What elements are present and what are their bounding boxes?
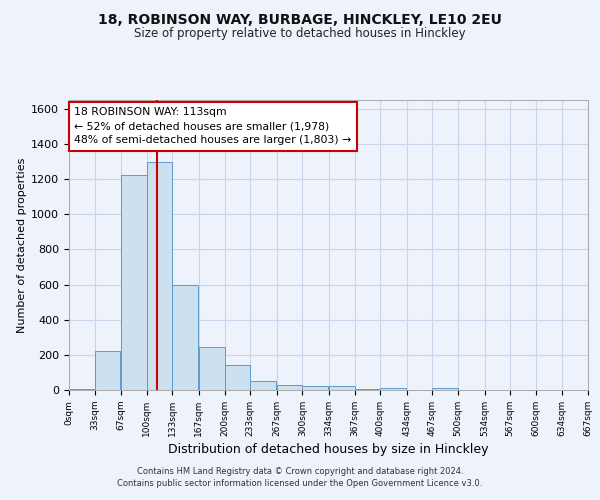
Bar — [302, 386, 328, 390]
Bar — [277, 385, 302, 390]
Text: Size of property relative to detached houses in Hinckley: Size of property relative to detached ho… — [134, 28, 466, 40]
Bar — [224, 366, 250, 390]
X-axis label: Distribution of detached houses by size in Hinckley: Distribution of detached houses by size … — [168, 443, 489, 456]
Text: 18 ROBINSON WAY: 113sqm
← 52% of detached houses are smaller (1,978)
48% of semi: 18 ROBINSON WAY: 113sqm ← 52% of detache… — [74, 108, 352, 146]
Bar — [69, 389, 95, 390]
Bar — [95, 352, 121, 390]
Text: 18, ROBINSON WAY, BURBAGE, HINCKLEY, LE10 2EU: 18, ROBINSON WAY, BURBAGE, HINCKLEY, LE1… — [98, 12, 502, 26]
Y-axis label: Number of detached properties: Number of detached properties — [17, 158, 27, 332]
Bar — [380, 388, 406, 390]
Bar — [433, 388, 458, 390]
Bar — [355, 388, 380, 390]
Bar — [199, 348, 224, 390]
Text: Contains HM Land Registry data © Crown copyright and database right 2024.: Contains HM Land Registry data © Crown c… — [137, 468, 463, 476]
Text: Contains public sector information licensed under the Open Government Licence v3: Contains public sector information licen… — [118, 478, 482, 488]
Bar — [121, 174, 147, 390]
Bar — [147, 162, 172, 390]
Bar — [250, 381, 276, 390]
Bar — [172, 286, 198, 390]
Bar — [329, 386, 355, 390]
